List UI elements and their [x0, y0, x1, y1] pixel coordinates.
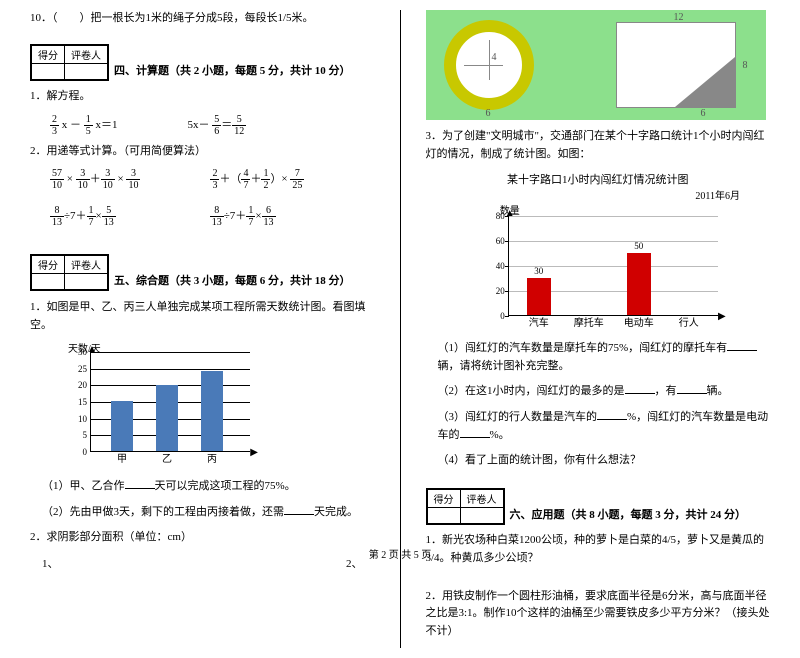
section-4-title: 四、计算题（共 2 小题，每题 5 分，共计 10 分） [90, 63, 375, 81]
rect-shape [616, 22, 736, 108]
q3-1-a: （1）闯红灯的汽车数量是摩托车的75%，闯红灯的摩托车有 [438, 342, 728, 354]
label-12: 12 [674, 12, 684, 23]
blank[interactable] [677, 383, 707, 394]
q5-1-1: （1）甲、乙合作 天可以完成这项工程的75%。 [42, 478, 375, 496]
blank[interactable] [727, 340, 757, 351]
q3-3-a: （3）闯红灯的行人数量是汽车的 [438, 411, 598, 423]
q3-1-b: 辆，请将统计图补充完整。 [438, 360, 570, 372]
blank[interactable] [125, 478, 155, 489]
q3-2-b: ，有 [655, 385, 677, 397]
q3-1: （1）闯红灯的汽车数量是摩托车的75%，闯红灯的摩托车有辆，请将统计图补充完整。 [438, 340, 771, 375]
question-10: 10．（ ）把一根长为1米的绳子分成5段，每段长1/5米。 [30, 10, 375, 28]
q5-1-1-a: （1）甲、乙合作 [42, 480, 125, 492]
q5-2-text: 2．求阴影部分面积（单位：cm） [30, 529, 375, 547]
cross-v [489, 40, 490, 80]
triangle-shape [675, 57, 735, 107]
chart2-date: 2011年6月 [426, 187, 741, 202]
score-cell[interactable] [32, 274, 65, 290]
label-6b: 6 [701, 108, 706, 119]
q3-2: （2）在这1小时内，闯红灯的最多的是 ，有 辆。 [438, 383, 771, 401]
equation-row-2: 5710 × 310＋310 × 310 23＋（47＋12）× 725 [50, 168, 375, 191]
chart2-title: 某十字路口1小时内闯红灯情况统计图 [426, 171, 771, 187]
label-4: 4 [492, 52, 497, 63]
chart2-axis: 02040608030汽车摩托车50电动车行人 [508, 216, 718, 316]
q3-intro: 3．为了创建"文明城市"，交通部门在某个十字路口统计1个小时内闯红灯的情况，制成… [426, 128, 771, 163]
q3-4: （4）看了上面的统计图，你有什么想法？ [438, 452, 771, 470]
eq-3b: 813÷7＋17×613 [210, 205, 276, 228]
equation-row-3: 813÷7＋17×513 813÷7＋17×613 [50, 205, 375, 228]
geometry-figure: 4 6 12 8 6 [426, 10, 766, 120]
marker-cell[interactable] [65, 274, 108, 290]
q6-2: 2．用铁皮制作一个圆柱形油桶，要求底面半径是6分米，高与底面半径之比是3:1。制… [426, 588, 771, 641]
section-6-title: 六、应用题（共 8 小题，每题 3 分，共计 24 分） [486, 507, 771, 525]
q3-2-a: （2）在这1小时内，闯红灯的最多的是 [438, 385, 625, 397]
q5-1-1-b: 天可以完成这项工程的75%。 [155, 480, 296, 492]
score-cell[interactable] [32, 63, 65, 79]
q3-3-c: %。 [490, 429, 510, 441]
equation-row-1: 23 x － 15 x＝1 5x－ 56＝512 [50, 114, 375, 137]
blank[interactable] [625, 383, 655, 394]
eq-1b: 5x－ 56＝512 [188, 114, 247, 137]
q4-1-text: 1．解方程。 [30, 88, 375, 106]
score-cell[interactable] [427, 507, 460, 523]
eq-2a: 5710 × 310＋310 × 310 [50, 168, 140, 191]
cross-h [464, 65, 504, 66]
marker-cell[interactable] [65, 63, 108, 79]
q3-2-c: 辆。 [707, 385, 729, 397]
q4-2-text: 2．用递等式计算。（可用简便算法） [30, 143, 375, 161]
chart2-arrow-x: ▶ [718, 311, 726, 322]
marker-cell[interactable] [460, 507, 503, 523]
label-6: 6 [486, 108, 491, 119]
score-label: 得分 [32, 256, 65, 274]
marker-label: 评卷人 [65, 256, 108, 274]
traffic-bar-chart: 数量 ▲ ▶ 02040608030汽车摩托车50电动车行人 [468, 206, 728, 336]
chart1-axis: 510152025300甲乙丙 [90, 352, 250, 452]
blank[interactable] [597, 409, 627, 420]
q5-1-2-b: 天完成。 [314, 506, 358, 518]
ring-shape: 4 [444, 20, 534, 110]
eq-2b: 23＋（47＋12）× 725 [210, 168, 304, 191]
score-label: 得分 [427, 489, 460, 507]
page-footer: 第 2 页 共 5 页 [0, 546, 800, 561]
eq-3a: 813÷7＋17×513 [50, 205, 116, 228]
q5-1-text: 1．如图是甲、乙、丙三人单独完成某项工程所需天数统计图。看图填空。 [30, 299, 375, 334]
label-8: 8 [743, 60, 748, 71]
days-bar-chart: 天数/天 ▲ ▶ 510152025300甲乙丙 [60, 342, 260, 472]
q3-3: （3）闯红灯的行人数量是汽车的%，闯红灯的汽车数量是电动车的%。 [438, 409, 771, 444]
q5-1-2: （2）先由甲做3天，剩下的工程由丙接着做，还需 天完成。 [42, 504, 375, 522]
blank[interactable] [460, 427, 490, 438]
q5-1-2-a: （2）先由甲做3天，剩下的工程由丙接着做，还需 [42, 506, 284, 518]
blank[interactable] [284, 504, 314, 515]
eq-1a: 23 x － 15 x＝1 [50, 114, 118, 137]
score-label: 得分 [32, 45, 65, 63]
chart1-arrow-x: ▶ [250, 447, 258, 458]
marker-label: 评卷人 [460, 489, 503, 507]
section-5-title: 五、综合题（共 3 小题，每题 6 分，共计 18 分） [90, 273, 375, 291]
marker-label: 评卷人 [65, 45, 108, 63]
